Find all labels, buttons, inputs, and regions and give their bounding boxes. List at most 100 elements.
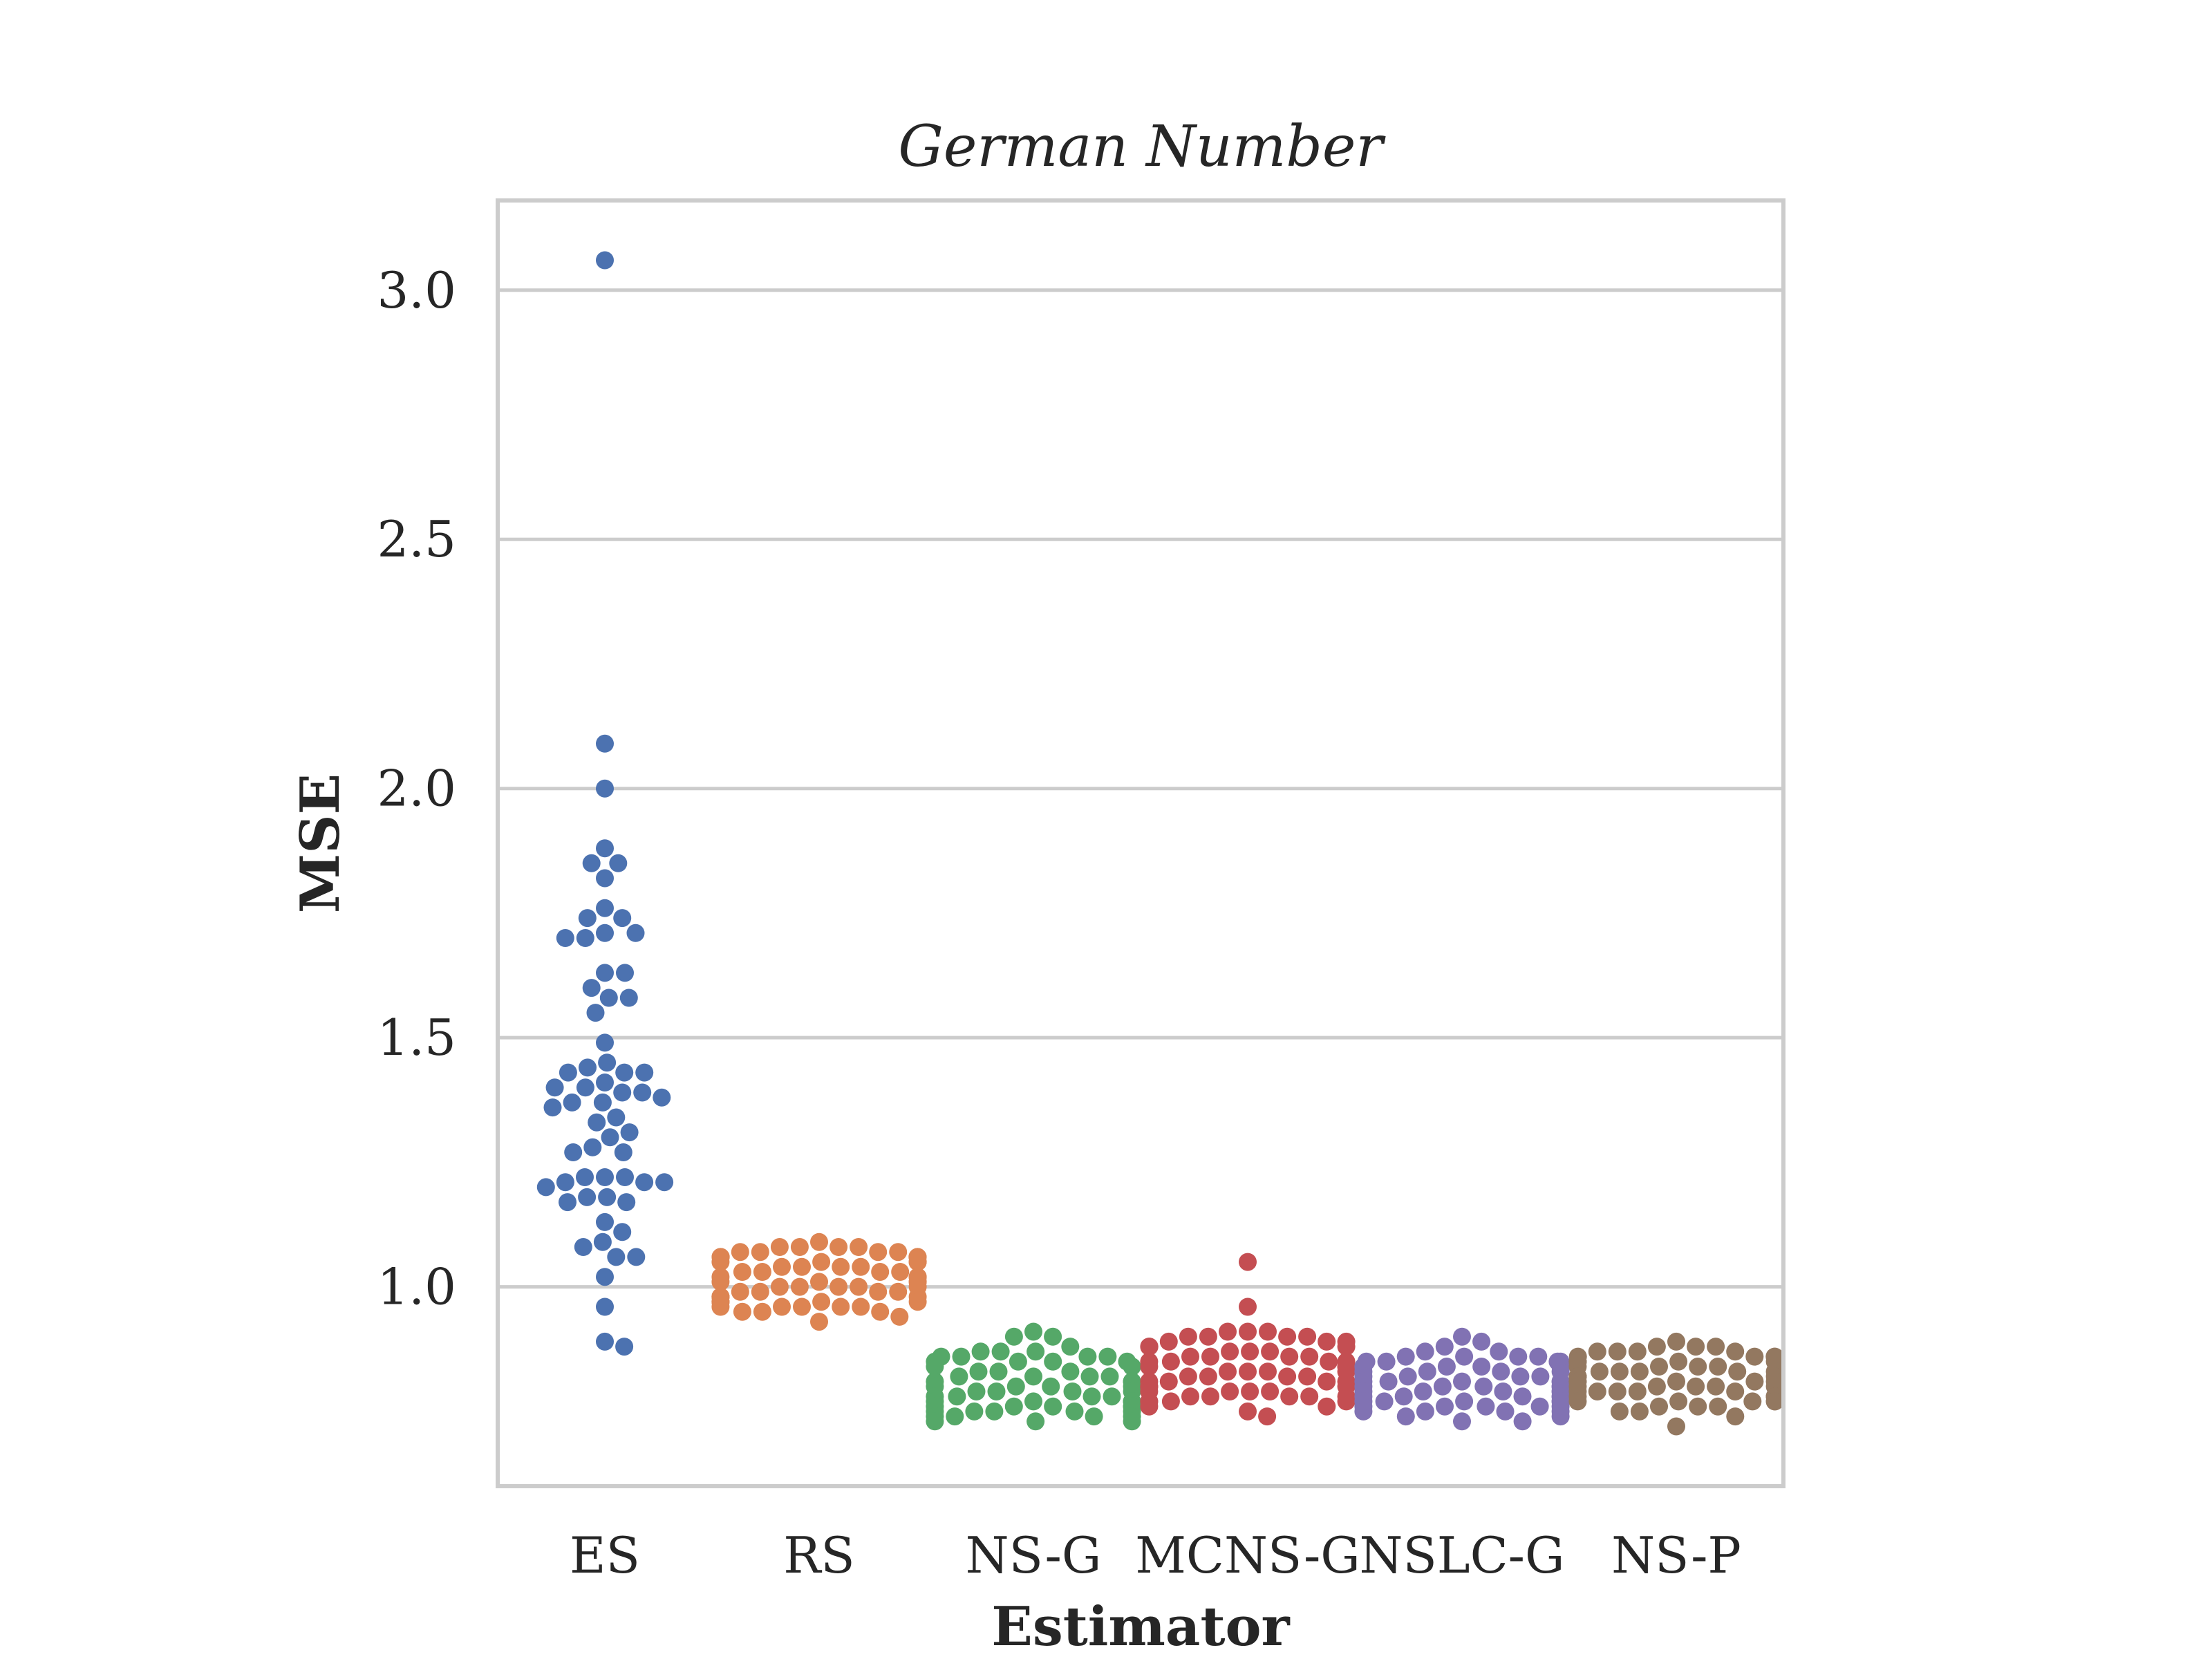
data-point	[1743, 1392, 1762, 1411]
data-point	[965, 1402, 984, 1421]
data-point	[1472, 1332, 1491, 1351]
data-point	[731, 1243, 749, 1262]
data-point	[1647, 1338, 1666, 1356]
data-point	[1588, 1382, 1606, 1400]
data-point	[1396, 1407, 1415, 1426]
data-point	[1726, 1342, 1745, 1361]
data-point	[596, 1033, 614, 1052]
data-point	[850, 1277, 868, 1296]
data-point	[1435, 1338, 1454, 1356]
data-point	[576, 1168, 594, 1186]
data-point	[869, 1243, 888, 1262]
data-point	[1078, 1347, 1097, 1366]
data-point	[1689, 1358, 1707, 1376]
data-point	[1318, 1332, 1336, 1351]
y-tick-label: 1.5	[377, 1009, 456, 1067]
plot-frame	[496, 198, 1785, 1488]
data-point	[1337, 1338, 1356, 1356]
data-point	[563, 1093, 581, 1112]
data-point	[1375, 1392, 1394, 1411]
data-point	[1650, 1358, 1668, 1376]
data-point	[1123, 1358, 1141, 1376]
data-point	[1140, 1397, 1159, 1416]
data-point	[908, 1253, 927, 1271]
data-point	[1513, 1412, 1532, 1431]
data-point	[830, 1277, 848, 1296]
data-point	[1455, 1347, 1474, 1366]
data-point	[852, 1257, 870, 1276]
data-point	[576, 1078, 594, 1097]
data-point	[543, 1098, 562, 1117]
data-point	[596, 734, 614, 753]
data-point	[1024, 1322, 1042, 1341]
x-tick-label: NSLC-G	[1359, 1526, 1564, 1584]
data-point	[1219, 1322, 1237, 1341]
gridlines	[498, 288, 1783, 1289]
data-point	[1394, 1387, 1413, 1406]
data-point	[1080, 1367, 1099, 1386]
data-point	[596, 1074, 614, 1091]
data-point	[1004, 1327, 1023, 1346]
data-point	[578, 1188, 597, 1206]
data-point	[889, 1243, 908, 1262]
data-point	[890, 1307, 909, 1326]
data-point	[1300, 1347, 1319, 1366]
data-point	[790, 1277, 809, 1296]
data-point	[620, 1123, 639, 1142]
data-point	[1098, 1347, 1117, 1366]
data-point	[1709, 1358, 1727, 1376]
data-point	[559, 1193, 577, 1212]
data-point	[1453, 1327, 1471, 1346]
data-point	[1009, 1352, 1027, 1371]
data-point	[1687, 1338, 1705, 1356]
data-point	[613, 1083, 632, 1102]
data-point	[711, 1273, 730, 1291]
data-point	[556, 929, 574, 947]
data-point	[1044, 1352, 1062, 1371]
data-point	[1140, 1358, 1159, 1376]
data-point	[596, 869, 614, 888]
data-point	[616, 964, 634, 982]
data-point	[1318, 1397, 1336, 1416]
data-point	[1728, 1362, 1747, 1381]
data-point	[1044, 1327, 1062, 1346]
data-point	[1531, 1367, 1550, 1386]
data-point	[1259, 1322, 1277, 1341]
x-tick-label: NS-G	[966, 1526, 1102, 1584]
data-point	[1628, 1382, 1647, 1400]
y-tick-label: 2.0	[377, 760, 456, 818]
data-point	[1511, 1367, 1530, 1386]
data-point	[617, 1193, 636, 1212]
data-point	[753, 1302, 771, 1321]
data-point	[1610, 1402, 1629, 1421]
data-point	[812, 1253, 831, 1271]
data-point	[1474, 1377, 1493, 1396]
data-point	[770, 1277, 789, 1296]
data-point	[1261, 1342, 1280, 1361]
data-point	[790, 1238, 809, 1256]
data-point	[599, 988, 618, 1007]
data-point	[1161, 1352, 1180, 1371]
data-point	[1241, 1342, 1259, 1361]
data-point	[1318, 1372, 1336, 1391]
data-point	[613, 909, 632, 928]
data-point	[985, 1402, 1004, 1421]
data-point	[1239, 1253, 1257, 1271]
data-point	[1647, 1377, 1666, 1396]
data-point	[1610, 1362, 1629, 1381]
chart-title: German Number	[898, 114, 1386, 180]
x-tick-label: RS	[783, 1526, 855, 1584]
data-point	[1337, 1392, 1356, 1411]
data-point	[1179, 1367, 1197, 1386]
y-tick-label: 1.0	[377, 1258, 456, 1316]
data-point	[601, 1128, 619, 1147]
data-point	[1590, 1362, 1609, 1381]
data-point	[1024, 1367, 1042, 1386]
data-point	[596, 924, 614, 942]
y-tick-label: 2.5	[377, 510, 456, 568]
data-point	[753, 1263, 771, 1281]
data-point	[579, 1058, 597, 1077]
data-point	[615, 1338, 634, 1356]
data-point	[1201, 1387, 1219, 1406]
